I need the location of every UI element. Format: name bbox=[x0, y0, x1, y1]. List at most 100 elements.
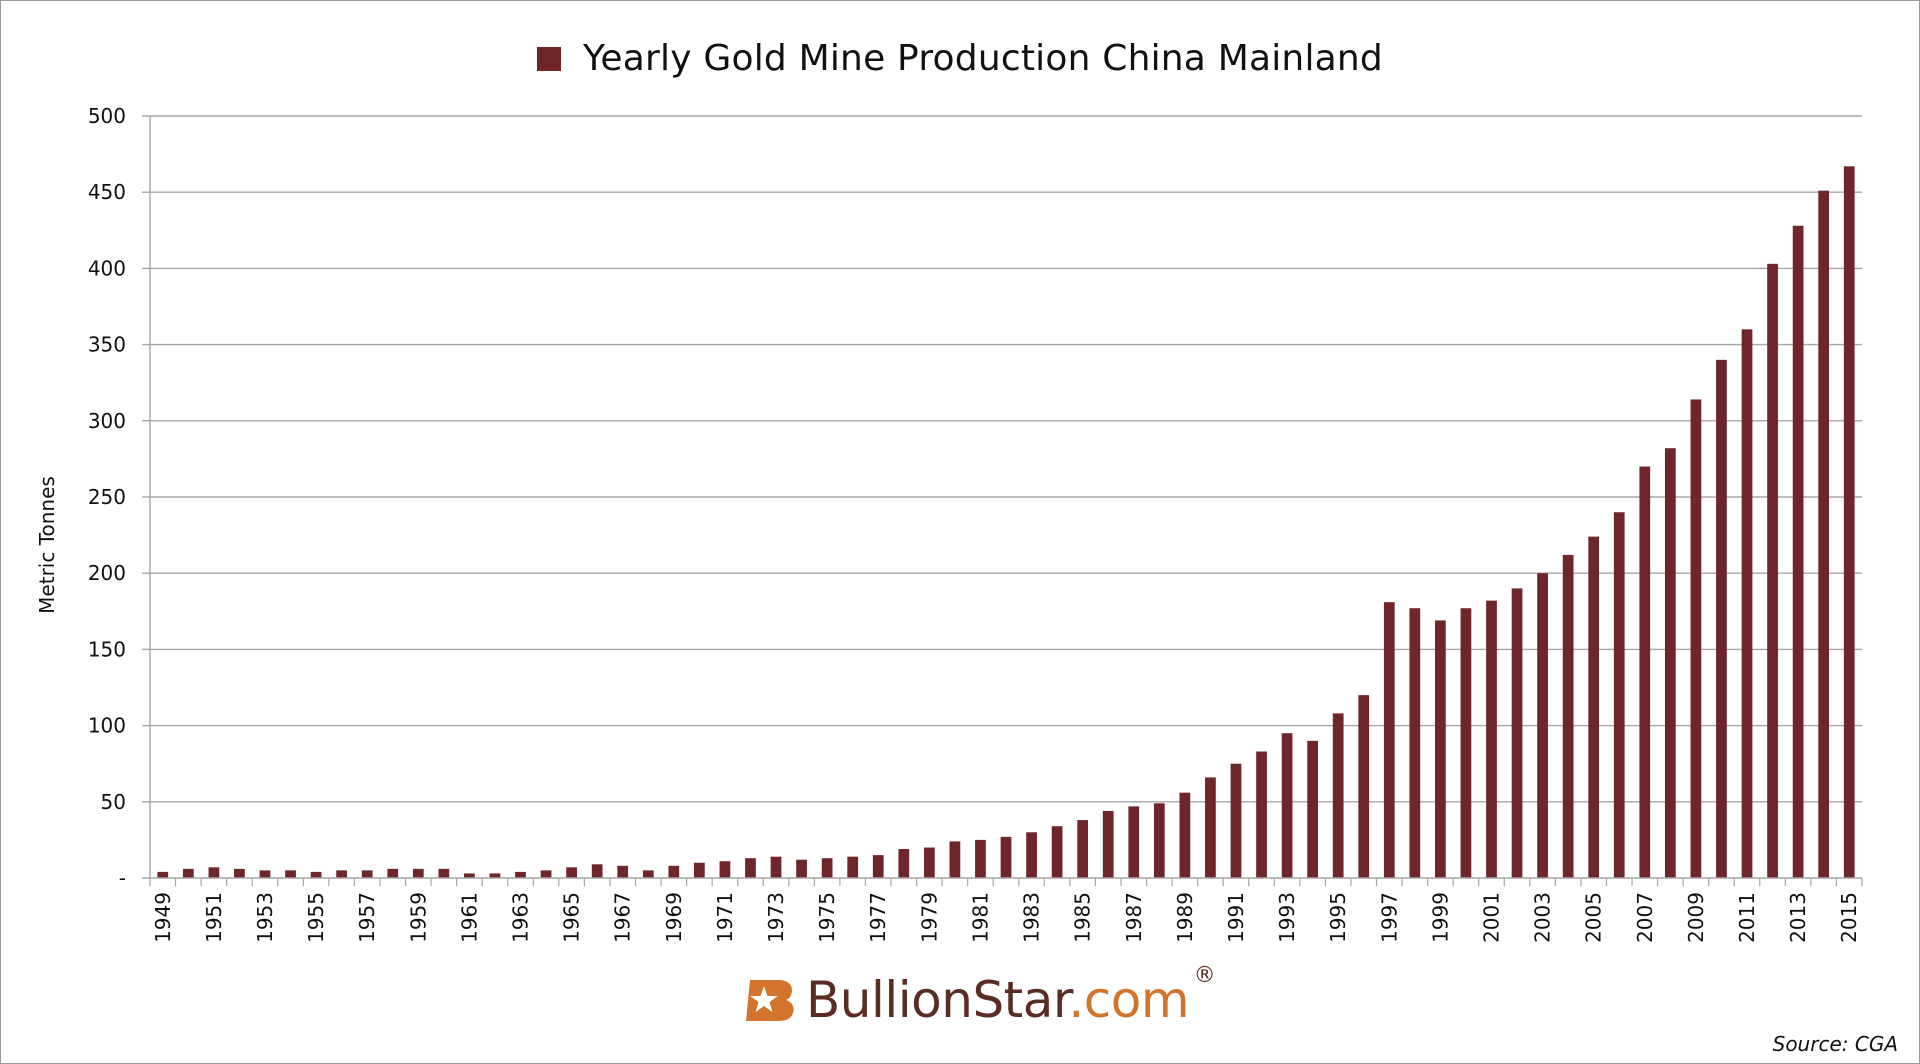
logo-name: BullionStar bbox=[806, 971, 1069, 1029]
bar-2004 bbox=[1562, 554, 1574, 878]
x-tick-label-2009: 2009 bbox=[1684, 892, 1708, 943]
bar-1994 bbox=[1307, 740, 1318, 878]
y-tick-label: 500 bbox=[88, 104, 126, 128]
bar-1963 bbox=[515, 871, 526, 878]
bar-2012 bbox=[1767, 263, 1778, 878]
bar-1983 bbox=[1026, 832, 1037, 878]
x-tick-label-1965: 1965 bbox=[560, 892, 584, 943]
x-tick-label-1985: 1985 bbox=[1071, 892, 1095, 943]
x-tick-label-1963: 1963 bbox=[509, 892, 533, 943]
bar-1969 bbox=[668, 865, 680, 878]
y-tick-label: 200 bbox=[88, 561, 126, 585]
bar-1950 bbox=[182, 868, 194, 878]
bar-1951 bbox=[208, 867, 220, 878]
bar-1965 bbox=[566, 867, 577, 878]
bar-2005 bbox=[1588, 536, 1600, 878]
bar-2002 bbox=[1511, 588, 1523, 878]
y-tick-label: - bbox=[119, 866, 126, 890]
bar-2003 bbox=[1537, 573, 1548, 878]
bar-1993 bbox=[1281, 733, 1293, 878]
bar-1971 bbox=[719, 861, 731, 878]
x-tick-label-1999: 1999 bbox=[1428, 892, 1452, 943]
bar-2011 bbox=[1741, 329, 1753, 878]
bar-1952 bbox=[234, 868, 245, 878]
bar-2014 bbox=[1818, 190, 1830, 878]
x-tick-label-1993: 1993 bbox=[1275, 892, 1299, 943]
registered-mark: ® bbox=[1193, 963, 1216, 988]
x-tick-label-1981: 1981 bbox=[968, 892, 992, 943]
bar-1981 bbox=[975, 839, 986, 878]
x-tick-label-1961: 1961 bbox=[457, 892, 481, 943]
x-tick-label-1973: 1973 bbox=[764, 892, 788, 943]
bar-1957 bbox=[361, 870, 373, 878]
bar-1986 bbox=[1102, 810, 1114, 878]
bar-1968 bbox=[642, 870, 654, 878]
x-tick-label-1959: 1959 bbox=[406, 892, 430, 943]
y-tick-label: 350 bbox=[88, 333, 126, 357]
bar-1999 bbox=[1435, 620, 1446, 878]
x-tick-label-1979: 1979 bbox=[917, 892, 941, 943]
y-tick-label: 100 bbox=[88, 714, 126, 738]
bar-1959 bbox=[412, 868, 424, 878]
x-tick-label-2015: 2015 bbox=[1837, 892, 1861, 943]
y-tick-label: 50 bbox=[101, 790, 126, 814]
legend-swatch bbox=[537, 46, 561, 71]
y-tick-label: 150 bbox=[88, 637, 126, 661]
logo-wordmark: BullionStar.com ® bbox=[806, 965, 1216, 1026]
logo-domain: .com bbox=[1068, 971, 1190, 1029]
x-tick-label-2001: 2001 bbox=[1479, 892, 1503, 943]
bar-2006 bbox=[1613, 512, 1625, 878]
x-tick-labels: 1949 1951 1953 1955 1957 1959 1961 1963 1965 1967… bbox=[151, 892, 1861, 943]
x-tick-label-1987: 1987 bbox=[1122, 892, 1146, 943]
bar-1978 bbox=[898, 849, 910, 878]
bar-1984 bbox=[1051, 826, 1063, 878]
bars bbox=[157, 166, 1855, 879]
x-tick-label-1957: 1957 bbox=[355, 892, 379, 943]
bar-1980 bbox=[949, 841, 961, 878]
bar-1992 bbox=[1256, 751, 1267, 878]
bar-1954 bbox=[285, 870, 296, 878]
x-tick-label-1975: 1975 bbox=[815, 892, 839, 943]
bar-1977 bbox=[872, 855, 884, 878]
y-tick-label: 450 bbox=[88, 180, 126, 204]
x-tick-label-1971: 1971 bbox=[713, 892, 737, 943]
y-tick-label: 300 bbox=[88, 409, 126, 433]
bar-2015 bbox=[1843, 166, 1855, 879]
bullionstar-logo: BullionStar.com ® bbox=[744, 965, 1216, 1026]
bar-2000 bbox=[1460, 608, 1472, 878]
x-tick-label-2005: 2005 bbox=[1582, 892, 1606, 943]
bar-1991 bbox=[1230, 763, 1242, 878]
bar-1961 bbox=[464, 873, 475, 878]
bar-1985 bbox=[1077, 820, 1089, 878]
bar-2010 bbox=[1716, 359, 1727, 879]
bar-1998 bbox=[1409, 608, 1421, 878]
bar-1989 bbox=[1179, 792, 1191, 878]
x-tick-label-1967: 1967 bbox=[611, 892, 635, 943]
bar-1979 bbox=[923, 847, 935, 878]
bar-2001 bbox=[1486, 600, 1497, 878]
bar-2007 bbox=[1639, 466, 1651, 878]
x-axis bbox=[149, 116, 1863, 886]
bar-1988 bbox=[1153, 803, 1165, 878]
x-tick-label-1997: 1997 bbox=[1377, 892, 1401, 943]
bar-1953 bbox=[259, 870, 271, 878]
x-tick-label-1977: 1977 bbox=[866, 892, 890, 943]
bar-1962 bbox=[489, 873, 501, 878]
x-tick-label-1995: 1995 bbox=[1326, 892, 1350, 943]
bar-1996 bbox=[1358, 695, 1370, 878]
x-tick-label-2013: 2013 bbox=[1786, 892, 1810, 943]
bar-1990 bbox=[1205, 777, 1216, 878]
bar-2009 bbox=[1690, 399, 1702, 878]
bar-1997 bbox=[1383, 602, 1395, 878]
x-tick-label-2007: 2007 bbox=[1633, 892, 1657, 943]
bar-1960 bbox=[438, 868, 450, 878]
x-tick-label-1955: 1955 bbox=[304, 892, 328, 943]
source-note: Source: CGA bbox=[1772, 1032, 1898, 1056]
x-tick-label-2011: 2011 bbox=[1735, 892, 1759, 943]
bar-1958 bbox=[387, 868, 399, 878]
bullionstar-logo-icon bbox=[746, 980, 794, 1021]
x-tick-label-1969: 1969 bbox=[662, 892, 686, 943]
x-tick-label-1983: 1983 bbox=[1020, 892, 1044, 943]
